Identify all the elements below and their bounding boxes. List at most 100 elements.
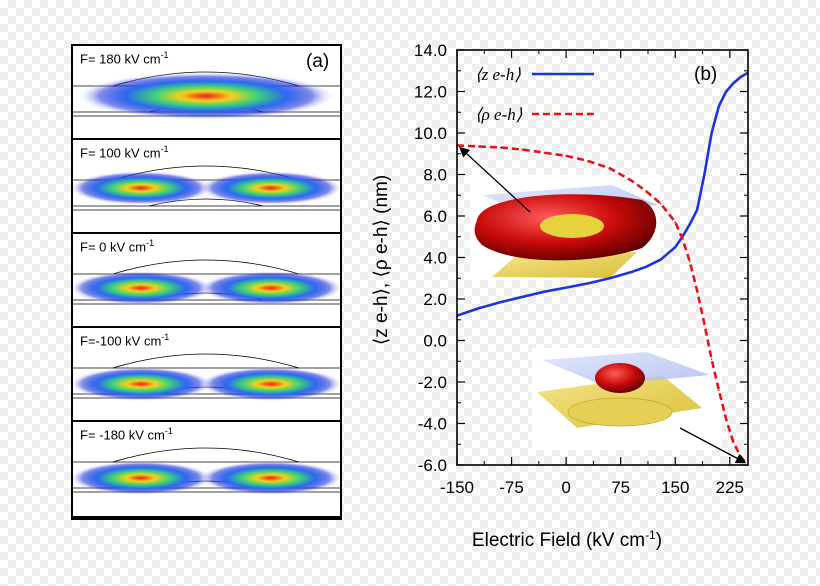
data-point — [499, 301, 502, 303]
legend: ⟨z e-h⟩ ⟨ρ e-h⟩ — [475, 65, 594, 124]
data-point — [718, 105, 720, 107]
field-label: F= -180 kV cm-1 — [80, 426, 173, 442]
series-z-line — [456, 71, 749, 317]
data-point — [689, 260, 691, 263]
data-point — [543, 151, 546, 154]
density-map — [73, 447, 340, 495]
field-subpanel: F= 0 kV cm-1 — [73, 234, 340, 328]
field-label-exponent: -1 — [160, 50, 169, 60]
density-blob — [199, 367, 340, 401]
data-point — [725, 418, 727, 421]
data-point — [521, 296, 524, 298]
gold-disk — [567, 397, 673, 427]
data-point — [630, 179, 633, 182]
data-point — [478, 145, 480, 148]
density-blob — [199, 171, 340, 205]
field-subpanel: F= 100 kV cm-1 — [73, 140, 340, 234]
data-point — [645, 266, 647, 268]
data-point — [645, 190, 647, 192]
field-label-exponent: -1 — [160, 144, 169, 154]
field-label-text: F= -180 kV cm — [80, 427, 165, 443]
density-blob — [73, 271, 213, 305]
y-tick-label: 10.0 — [414, 124, 447, 143]
field-subpanel: F=-100 kV cm-1 — [73, 328, 340, 422]
x-tick-label: 150 — [661, 478, 689, 497]
data-point — [659, 258, 662, 261]
field-label-text: F= 100 kV cm — [80, 145, 161, 161]
panel-b-tag: (b) — [694, 64, 717, 85]
data-point — [703, 173, 706, 176]
data-point — [732, 82, 735, 84]
inset-lower-blob — [532, 348, 722, 450]
field-label-text: F= 180 kV cm — [80, 51, 161, 67]
data-point — [739, 455, 742, 458]
data-point — [587, 282, 589, 285]
density-map — [73, 353, 340, 401]
torus-hole — [540, 214, 604, 238]
x-tick-label: -150 — [440, 478, 474, 497]
data-point — [630, 271, 633, 273]
field-label-text: F=-100 kV cm — [80, 333, 162, 349]
data-point — [696, 289, 698, 292]
data-point — [674, 246, 677, 248]
series-rho-line — [456, 144, 749, 466]
field-label-exponent: -1 — [146, 238, 155, 248]
data-point — [710, 132, 713, 134]
density-map — [73, 71, 340, 120]
pointer-arrow — [459, 146, 531, 213]
y-tick-label: -2.0 — [418, 373, 447, 392]
density-blob — [73, 171, 213, 205]
x-tick-label: 0 — [561, 478, 570, 497]
y-axis-label: ⟨z e-h⟩, ⟨ρ e-h⟩ (nm) — [371, 175, 392, 345]
data-point — [718, 389, 720, 392]
data-point — [608, 277, 611, 280]
y-tick-label: 2.0 — [423, 290, 447, 309]
field-label-exponent: -1 — [164, 426, 173, 436]
pointer-arrow — [679, 427, 747, 464]
data-point — [543, 290, 546, 293]
density-blob — [73, 367, 213, 401]
field-label: F= 100 kV cm-1 — [80, 144, 169, 160]
x-tick-label: 75 — [611, 478, 630, 497]
y-tick-label: -4.0 — [418, 415, 447, 434]
density-map — [73, 259, 340, 305]
y-tick-label: 6.0 — [423, 207, 447, 226]
density-map — [73, 165, 340, 211]
field-label-exponent: -1 — [161, 332, 170, 342]
data-point — [565, 155, 567, 157]
x-tick-label: -75 — [499, 478, 524, 497]
data-point — [703, 323, 706, 325]
y-tick-label: 14.0 — [414, 41, 447, 60]
data-point — [732, 441, 735, 443]
red-blob — [595, 363, 645, 393]
data-point — [681, 238, 684, 240]
density-blob — [199, 271, 340, 305]
panel-a-tag: (a) — [306, 51, 330, 72]
chart-b: 14.0 12.0 10.0 8.0 6.0 4.0 2.0 0.0 -2.0 -4.0 -6.0 -… — [371, 41, 749, 551]
legend-label: ⟨z e-h⟩ — [475, 65, 521, 84]
field-subpanel: F= 180 kV cm-1 — [73, 46, 340, 140]
field-label: F= 180 kV cm-1 — [80, 50, 169, 66]
y-tick-label: 8.0 — [423, 166, 447, 185]
y-tick-label: 12.0 — [414, 83, 447, 102]
inset-upper-pancake — [470, 175, 660, 280]
data-point — [521, 148, 524, 151]
data-point — [696, 208, 698, 211]
data-point — [499, 146, 502, 149]
y-tick-label: 0.0 — [423, 332, 447, 351]
density-blob — [73, 461, 213, 495]
data-point — [674, 221, 677, 224]
x-tick-label: 225 — [716, 478, 744, 497]
panel-a: F= 180 kV cm-1 F= 100 kV cm-1 F= 0 kV cm-1… — [71, 44, 342, 520]
y-tick-label: -6.0 — [418, 456, 447, 475]
data-point — [659, 202, 662, 205]
data-point — [710, 358, 713, 360]
data-point — [689, 223, 691, 226]
density-blob — [76, 72, 336, 120]
data-point — [725, 90, 727, 93]
field-label: F=-100 kV cm-1 — [80, 332, 169, 348]
density-blob — [199, 461, 340, 495]
data-point — [478, 307, 480, 310]
legend-label: ⟨ρ e-h⟩ — [475, 105, 523, 124]
data-point — [587, 160, 589, 162]
